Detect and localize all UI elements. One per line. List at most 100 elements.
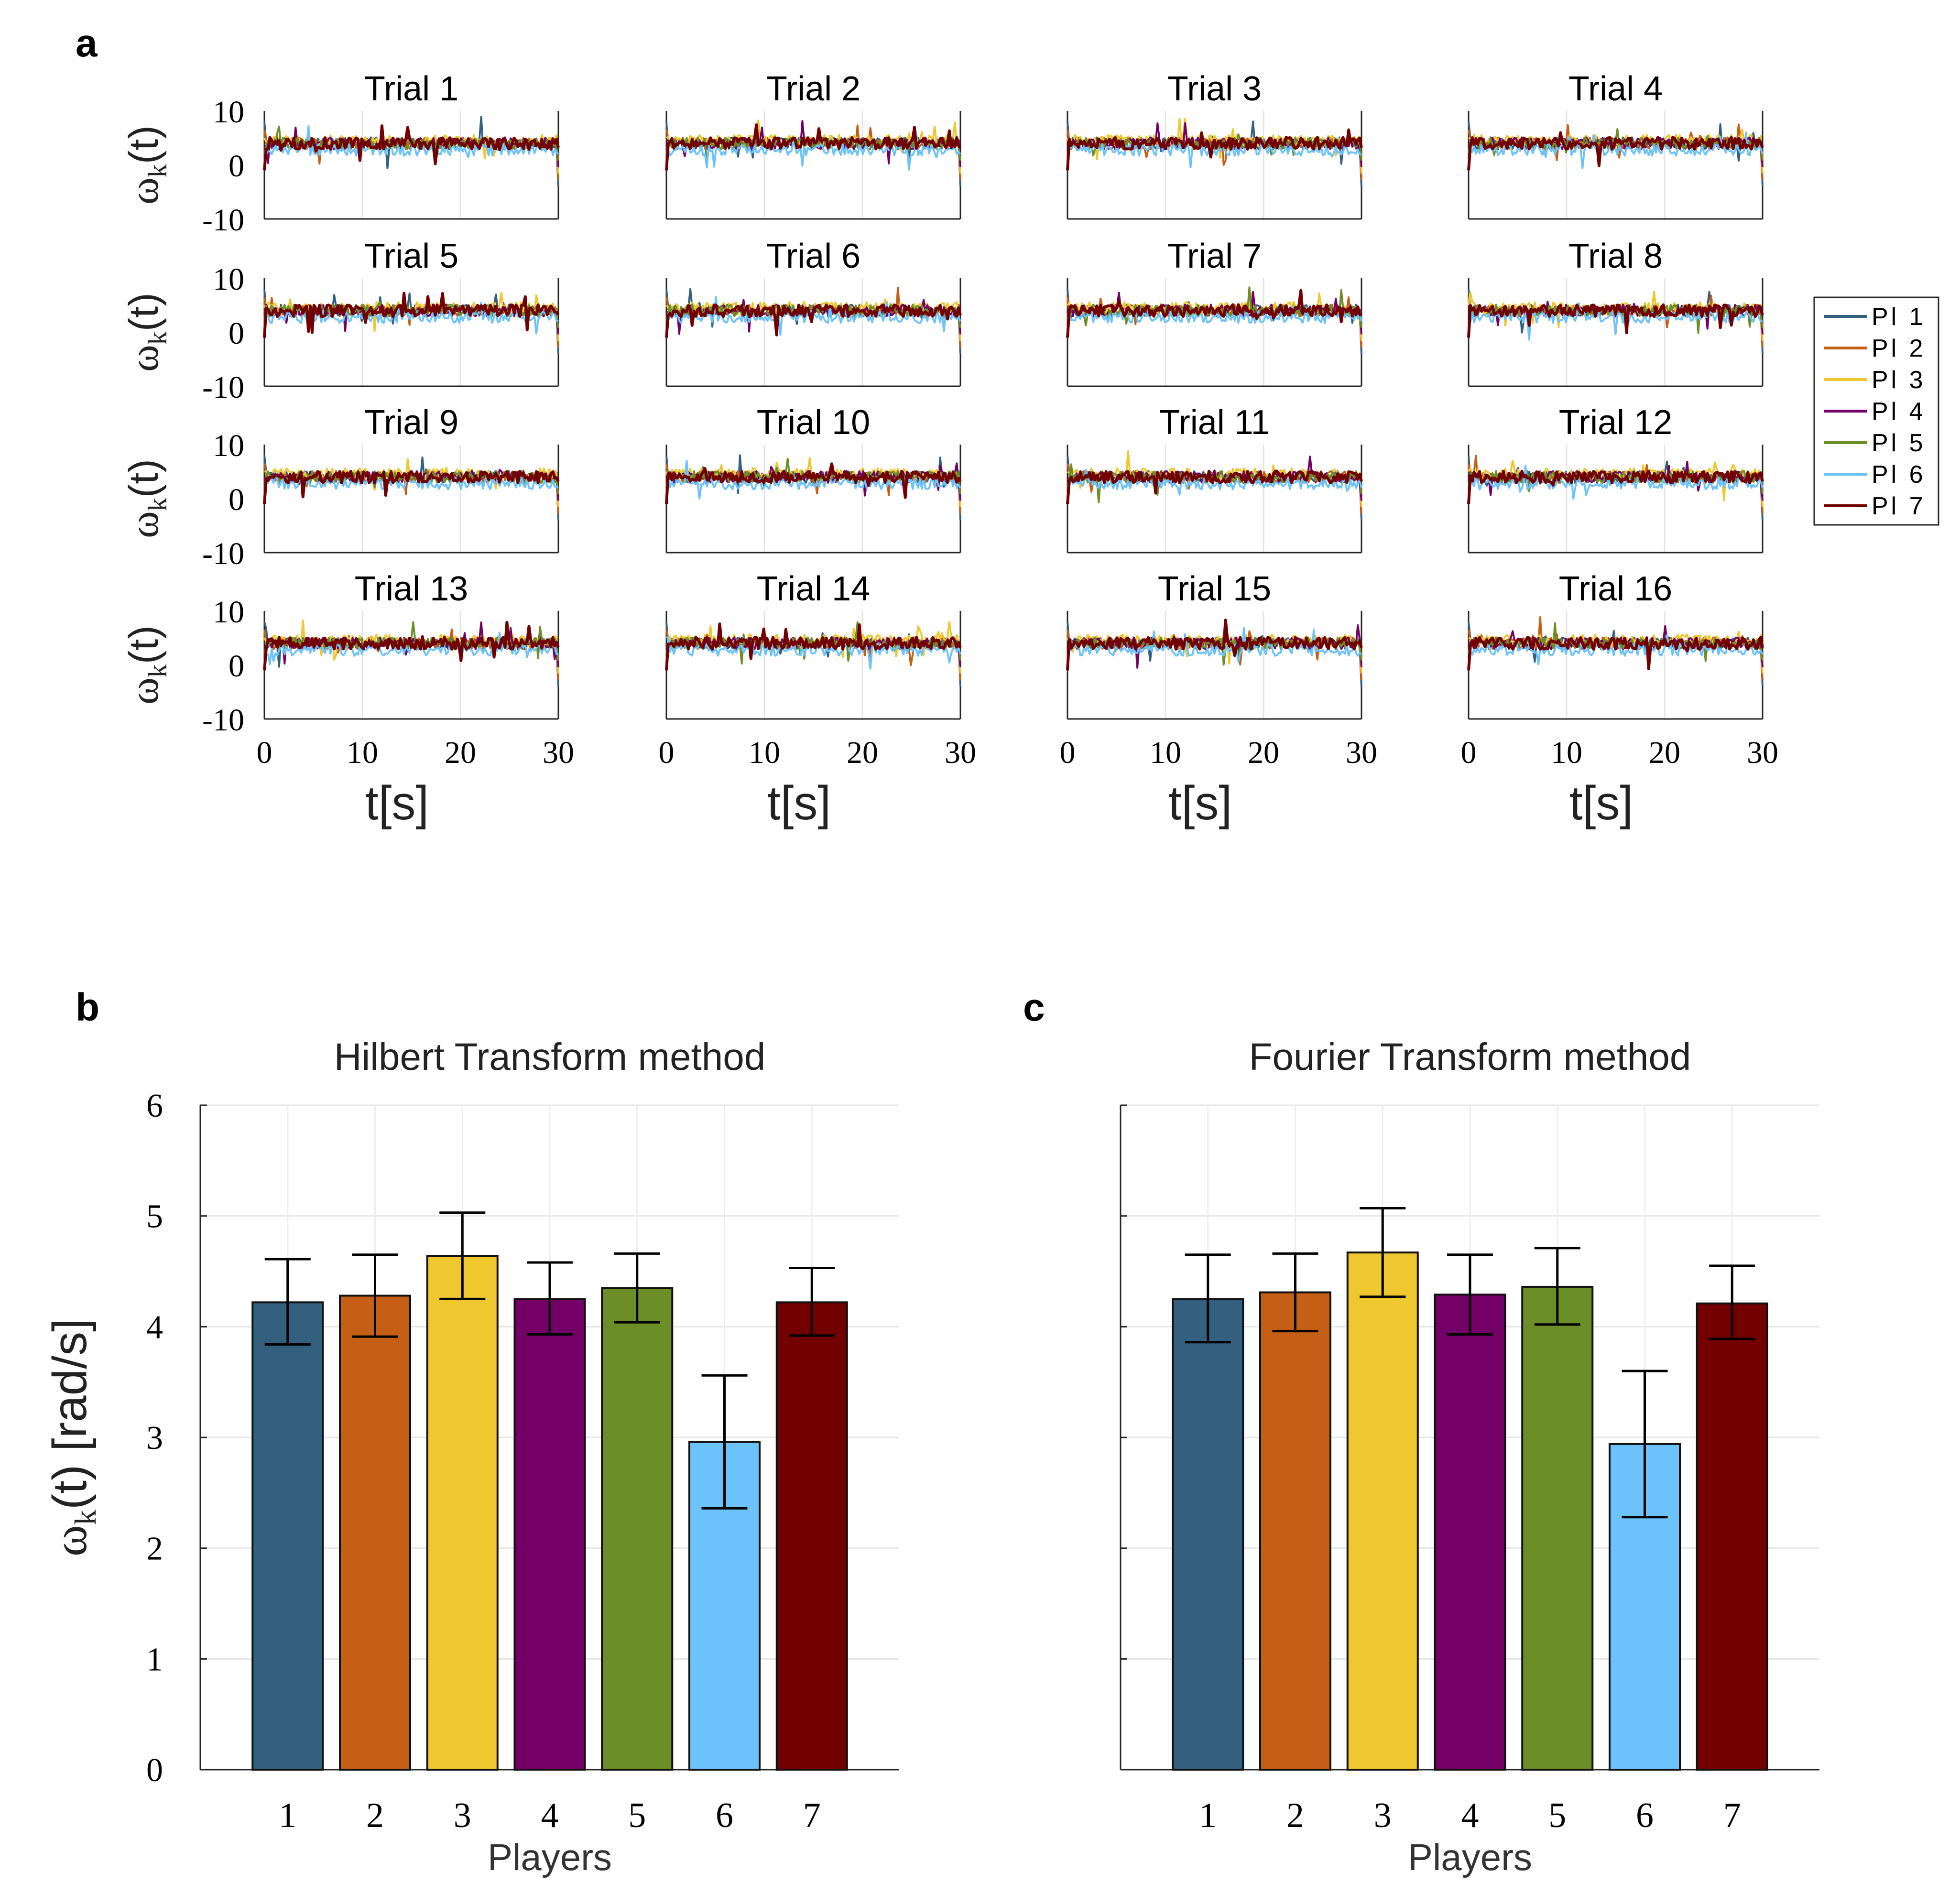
panel-label-a: a <box>76 22 98 65</box>
series-line <box>1467 303 1764 338</box>
ylabel-main: ω <box>121 511 167 538</box>
y-tick-label: -10 <box>202 370 244 405</box>
trial-subplot: Trial 11 <box>1066 403 1363 554</box>
x-tick-label: 10 <box>749 735 780 770</box>
ylabel-sub: k <box>143 498 173 511</box>
y-tick-label: 2 <box>146 1531 163 1567</box>
series-line <box>1467 131 1764 171</box>
x-tick-label: 6 <box>716 1796 733 1835</box>
x-tick-label: 7 <box>803 1796 821 1835</box>
x-tick-label: 2 <box>366 1796 384 1835</box>
ylabel-main: ω <box>121 345 167 372</box>
y-axis-label: ωk(t) <box>121 293 173 372</box>
panel-label-b: b <box>76 986 99 1029</box>
trial-subplot: Trial 7 <box>1066 237 1362 387</box>
legend-entry: Pl 3 <box>1872 366 1926 394</box>
bar <box>775 1301 848 1771</box>
x-tick-label: 7 <box>1723 1796 1741 1835</box>
chart-title: Fourier Transform method <box>1249 1035 1691 1078</box>
subplot-title: Trial 11 <box>1159 403 1270 442</box>
y-tick-label: 0 <box>229 316 244 351</box>
hilbert-bar-chart: 1 2 3 4 5 6 7 Hilbert Transform method Players 0 1… <box>43 1035 899 1878</box>
trial-subplot: Trial 1 10 0 -10 ωk(t) <box>121 70 560 238</box>
subplot-title: Trial 14 <box>757 570 870 608</box>
series-line <box>1467 636 1764 671</box>
legend-entry: Pl 4 <box>1872 398 1926 425</box>
series-line <box>263 292 560 338</box>
subplot-title: Trial 9 <box>364 403 458 442</box>
subplot-title: Trial 2 <box>766 70 860 108</box>
legend-entry: Pl 5 <box>1872 429 1926 457</box>
y-tick-label: 10 <box>213 262 244 297</box>
series-line <box>665 303 962 338</box>
x-tick-label: 20 <box>1649 735 1680 770</box>
series-line <box>665 459 961 500</box>
ylabel-main: ω <box>121 177 167 205</box>
x-tick-label: 10 <box>1150 735 1181 770</box>
ylabel-sub: k <box>143 164 173 177</box>
series-line <box>1066 469 1363 504</box>
series-line <box>665 636 961 670</box>
x-tick-label: 4 <box>541 1796 559 1835</box>
trial-subplot: Trial 15 0 10 20 30 t[s] <box>1060 570 1378 830</box>
ylabel-tail: (t) <box>121 625 167 664</box>
x-axis-label: t[s] <box>1168 776 1232 830</box>
trial-subplot: Trial 16 0 10 20 30 t[s] <box>1461 570 1779 830</box>
y-axis-label: ωk(t) <box>121 125 173 205</box>
x-tick-label: 30 <box>1346 735 1377 770</box>
trial-subplot: Trial 9 10 0 -10 ωk(t) <box>121 403 560 571</box>
y-axis-label: ωk(t) [rad/s] <box>43 1318 102 1556</box>
subplot-title: Trial 8 <box>1568 237 1663 275</box>
y-tick-label: -10 <box>202 703 244 738</box>
bar <box>1696 1302 1768 1771</box>
x-tick-label: 30 <box>945 735 976 770</box>
series-line <box>1468 131 1764 169</box>
series-line <box>263 471 559 496</box>
ylabel-sub: k <box>143 331 173 345</box>
series-line <box>263 620 560 671</box>
trial-subplot: Trial 5 10 0 -10 ωk(t) <box>121 237 560 405</box>
series-line <box>263 470 560 504</box>
y-tick-label: 0 <box>229 149 244 184</box>
subplot-title: Trial 3 <box>1167 70 1262 108</box>
y-tick-label: -10 <box>202 536 244 571</box>
trial-subplot: Trial 12 <box>1467 403 1764 554</box>
y-tick-label: 4 <box>146 1309 163 1346</box>
bar <box>1521 1285 1594 1771</box>
y-tick-label: 3 <box>146 1420 163 1457</box>
fourier-bar-chart: 1 2 3 4 5 6 7 Fourier Transform method Players <box>1120 1035 1819 1878</box>
y-axis-label: ωk(t) <box>121 459 173 538</box>
x-tick-label: 5 <box>1548 1796 1566 1835</box>
bar <box>513 1298 586 1771</box>
legend-entry: Pl 7 <box>1872 492 1926 520</box>
x-tick-label: 0 <box>257 735 272 770</box>
x-tick-label: 1 <box>1199 1796 1217 1835</box>
y-tick-label: 0 <box>229 482 244 517</box>
bar <box>1346 1251 1419 1771</box>
series-line <box>263 124 560 171</box>
series-line <box>1067 468 1362 496</box>
trial-subplot: Trial 6 <box>665 237 962 387</box>
subplot-title: Trial 6 <box>766 237 860 275</box>
series-line <box>1066 289 1362 338</box>
series-line <box>1467 469 1764 504</box>
series-line <box>1066 129 1363 171</box>
bar <box>251 1301 324 1771</box>
y-tick-label: 5 <box>146 1198 163 1235</box>
legend-entry: Pl 2 <box>1872 335 1926 362</box>
x-tick-label: 1 <box>279 1796 296 1835</box>
trial-subplot: Trial 14 0 10 20 30 t[s] <box>659 570 977 830</box>
x-tick-label: 20 <box>445 735 476 770</box>
trial-subplot: Trial 3 <box>1066 70 1363 220</box>
y-axis-label: ωk(t) <box>121 625 173 705</box>
y-tick-label: 0 <box>229 649 244 684</box>
x-tick-label: 10 <box>347 735 378 770</box>
y-tick-label: 10 <box>213 428 244 463</box>
subplot-title: Trial 4 <box>1568 70 1663 108</box>
x-tick-label: 20 <box>1248 735 1279 770</box>
series-line <box>665 131 961 171</box>
ylabel-tail: (t) <box>121 125 167 164</box>
ylabel-sub: k <box>68 1510 102 1525</box>
x-tick-label: 3 <box>454 1796 471 1835</box>
